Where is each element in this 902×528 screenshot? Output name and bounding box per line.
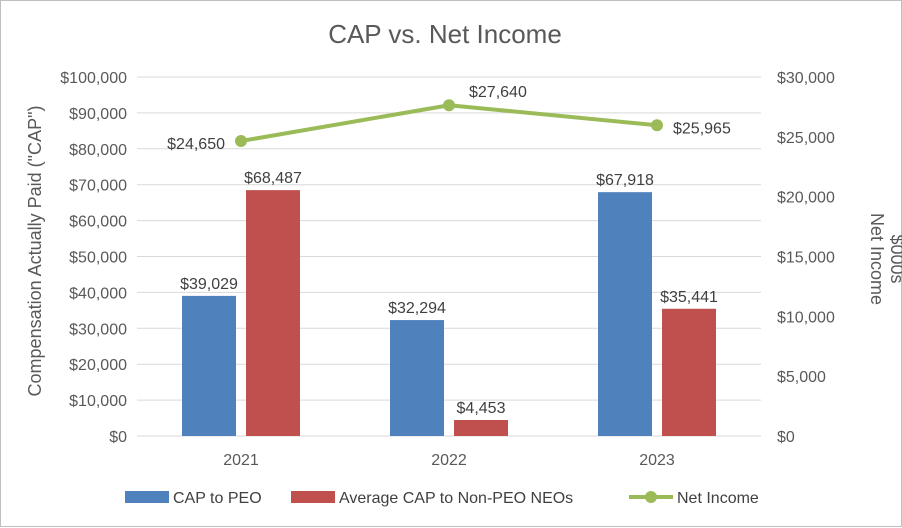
line-data-label: $25,965 [673,120,731,137]
y2-tick-label: $25,000 [777,130,835,147]
y-tick-label: $50,000 [69,250,127,267]
bar-data-label: $35,441 [660,289,718,306]
y2-tick-label: $0 [777,429,795,446]
bar-cap-to-peo [390,320,444,436]
y2-tick-label: $5,000 [777,369,826,386]
y-tick-label: $60,000 [69,214,127,231]
y-tick-label: $40,000 [69,285,127,302]
x-tick-label: 2021 [223,452,259,469]
y2-tick-label: $15,000 [777,250,835,267]
y2-tick-label: $10,000 [777,309,835,326]
x-tick-label: 2022 [431,452,467,469]
legend-label: Average CAP to Non-PEO NEOs [339,490,573,507]
y2-axis-title-line2: $000s [887,234,902,283]
y-tick-label: $10,000 [69,393,127,410]
legend: CAP to PEO Average CAP to Non-PEO NEOs Net… [125,490,759,507]
bar-data-label: $4,453 [457,400,506,417]
x-axis: 2021 2022 2023 [223,452,675,469]
bar-average-cap-to-non-peo-neos [454,420,508,436]
line-group [235,99,663,148]
data-labels: $39,029 $32,294 $67,918 $68,487 $4,453 $35,44… [167,84,731,417]
y-tick-label: $30,000 [69,321,127,338]
net-income-marker [235,135,247,148]
legend-swatch [125,491,169,503]
bar-average-cap-to-non-peo-neos [662,308,716,436]
y-tick-label: $20,000 [69,357,127,374]
bar-cap-to-peo [182,295,236,436]
bar-data-label: $68,487 [244,170,302,187]
right-axis: $0 $5,000 $10,000 $15,000 $20,000 $25,000 $30,… [777,70,835,446]
legend-label: Net Income [677,490,759,507]
y-axis-title: Compensation Actually Paid ("CAP") [25,106,45,397]
bar-data-label: $39,029 [180,276,238,293]
gridlines [137,76,761,437]
left-axis: $0 $10,000 $20,000 $30,000 $40,000 $50,000 $60… [60,70,127,446]
net-income-marker [443,99,455,112]
y-tick-label: $0 [109,429,127,446]
line-data-label: $24,650 [167,136,225,153]
legend-label: CAP to PEO [173,490,262,507]
y-tick-label: $100,000 [60,70,127,87]
bars-group [182,190,716,436]
y-tick-label: $90,000 [69,106,127,123]
y-tick-label: $70,000 [69,178,127,195]
bar-cap-to-peo [598,192,652,436]
bar-data-label: $32,294 [388,300,446,317]
x-tick-label: 2023 [639,452,675,469]
legend-marker [645,491,657,503]
y2-axis-title-line1: Net Income [867,213,887,305]
legend-swatch [291,491,335,503]
bar-average-cap-to-non-peo-neos [246,190,300,436]
net-income-marker [651,119,663,132]
y-tick-label: $80,000 [69,142,127,159]
line-data-label: $27,640 [469,84,527,101]
y2-tick-label: $20,000 [777,190,835,207]
chart-title: CAP vs. Net Income [328,19,562,49]
bar-data-label: $67,918 [596,172,654,189]
y2-tick-label: $30,000 [777,70,835,87]
